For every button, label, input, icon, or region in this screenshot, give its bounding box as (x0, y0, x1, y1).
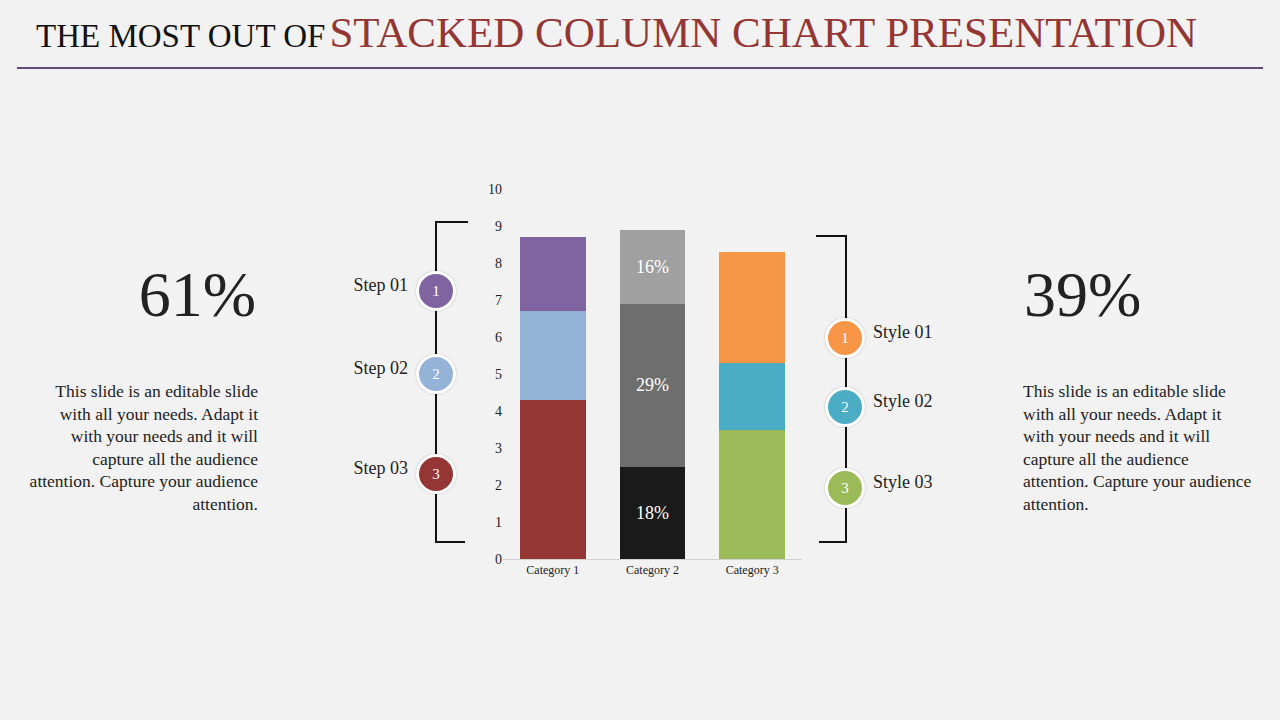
html-text:THE MOST OUT OFSTACKED COLUMN: THE MOST OUT OFSTACKED COLUMN CHART PRES… (36, 9, 1198, 56)
html-text:39%: 39% (1024, 259, 1142, 330)
html-text:This slide is an editable slid: This slide is an editable slide with all… (29, 381, 258, 514)
html-text:Style 03: Style 03 (873, 472, 933, 492)
svg-text:0: 0 (495, 552, 502, 567)
html-text:2: 2 (841, 399, 849, 415)
html-text:Style 01: Style 01 (873, 322, 933, 342)
svg-text:Category 2: Category 2 (626, 563, 679, 577)
svg-text:16%: 16% (636, 257, 669, 277)
svg-text:10: 10 (488, 182, 502, 197)
html-text:Step 03: Step 03 (353, 458, 408, 478)
html-text:3: 3 (432, 466, 440, 482)
svg-text:1: 1 (495, 515, 502, 530)
html-text:1: 1 (432, 283, 440, 299)
html-text:This slide is an editable slid: This slide is an editable slide with all… (1023, 381, 1252, 514)
svg-text:6: 6 (495, 330, 502, 345)
svg-text:2: 2 (495, 478, 502, 493)
svg-text:3: 3 (495, 441, 502, 456)
svg-text:18%: 18% (636, 503, 669, 523)
svg-text:8: 8 (495, 256, 502, 271)
html-text:Step 02: Step 02 (353, 358, 408, 378)
svg-text:9: 9 (495, 219, 502, 234)
html-text:61%: 61% (138, 259, 256, 330)
svg-text:Category 3: Category 3 (726, 563, 779, 577)
html-text:3: 3 (841, 480, 849, 496)
html-text:Style 02: Style 02 (873, 391, 933, 411)
svg-text:Category 1: Category 1 (526, 563, 579, 577)
html-text:Step 01: Step 01 (353, 275, 408, 295)
svg-text:5: 5 (495, 367, 502, 382)
html-text:2: 2 (432, 366, 440, 382)
svg-text:29%: 29% (636, 375, 669, 395)
svg-text:4: 4 (495, 404, 502, 419)
html-text:1: 1 (841, 330, 849, 346)
svg-text:7: 7 (495, 293, 502, 308)
